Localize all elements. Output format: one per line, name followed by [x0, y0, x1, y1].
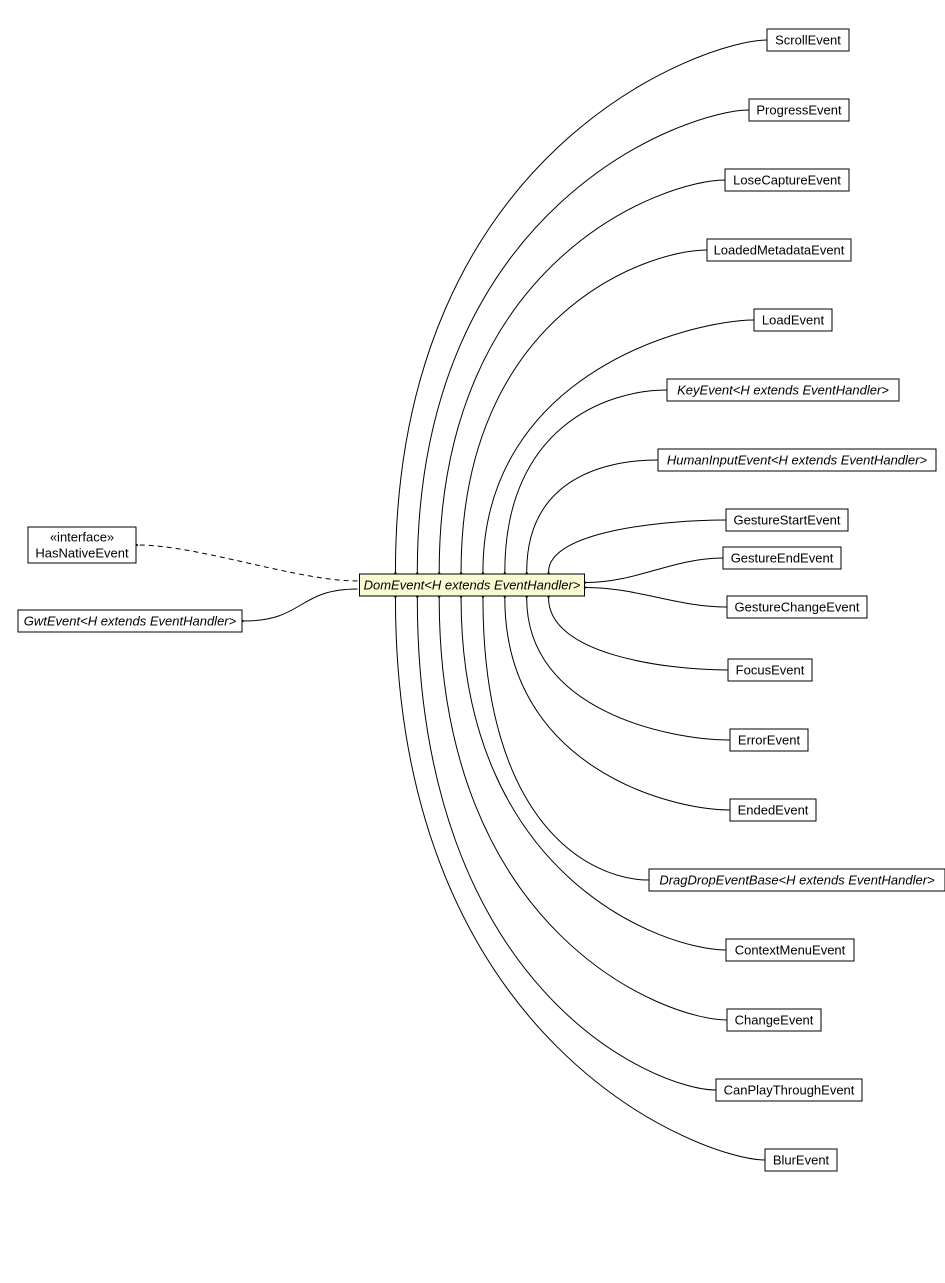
has-native-event-stereotype: «interface»: [50, 529, 114, 544]
gesture-change-event-label: GestureChangeEvent: [734, 599, 859, 614]
drag-drop-event-base-label: DragDropEventBase<H extends EventHandler…: [659, 872, 935, 887]
has-native-event[interactable]: «interface»HasNativeEvent: [28, 527, 136, 563]
scroll-event[interactable]: ScrollEvent: [767, 29, 849, 51]
gesture-end-event-edge: [587, 558, 724, 583]
has-native-event-label: HasNativeEvent: [35, 545, 129, 560]
drag-drop-event-base[interactable]: DragDropEventBase<H extends EventHandler…: [649, 869, 945, 891]
blur-event[interactable]: BlurEvent: [765, 1149, 837, 1171]
drag-drop-event-base-edge: [483, 598, 649, 880]
context-menu-event-label: ContextMenuEvent: [735, 942, 846, 957]
human-input-event-edge: [527, 460, 658, 572]
gesture-start-event-label: GestureStartEvent: [734, 512, 841, 527]
loaded-metadata-event-label: LoadedMetadataEvent: [714, 242, 845, 257]
progress-event-label: ProgressEvent: [756, 102, 842, 117]
lose-capture-event[interactable]: LoseCaptureEvent: [725, 169, 849, 191]
progress-event-edge: [417, 110, 749, 572]
human-input-event[interactable]: HumanInputEvent<H extends EventHandler>: [658, 449, 936, 471]
gwt-event-label: GwtEvent<H extends EventHandler>: [24, 613, 237, 628]
change-event-edge: [439, 598, 727, 1020]
progress-event[interactable]: ProgressEvent: [749, 99, 849, 121]
context-menu-event[interactable]: ContextMenuEvent: [726, 939, 854, 961]
human-input-event-label: HumanInputEvent<H extends EventHandler>: [667, 452, 928, 467]
focus-event-label: FocusEvent: [736, 662, 805, 677]
gesture-start-event-edge: [549, 520, 726, 572]
focus-event-edge: [549, 598, 728, 670]
gwt-event-edge: [244, 589, 358, 621]
error-event[interactable]: ErrorEvent: [730, 729, 808, 751]
gesture-end-event[interactable]: GestureEndEvent: [723, 547, 841, 569]
key-event[interactable]: KeyEvent<H extends EventHandler>: [667, 379, 899, 401]
can-play-through-event-label: CanPlayThroughEvent: [724, 1082, 855, 1097]
gwt-event[interactable]: GwtEvent<H extends EventHandler>: [18, 610, 242, 632]
scroll-event-label: ScrollEvent: [775, 32, 841, 47]
loaded-metadata-event[interactable]: LoadedMetadataEvent: [707, 239, 851, 261]
focus-event[interactable]: FocusEvent: [728, 659, 812, 681]
blur-event-label: BlurEvent: [773, 1152, 830, 1167]
context-menu-event-edge: [461, 598, 726, 950]
lose-capture-event-label: LoseCaptureEvent: [733, 172, 841, 187]
scroll-event-edge: [395, 40, 767, 572]
gesture-end-event-label: GestureEndEvent: [731, 550, 834, 565]
dom-event-label: DomEvent<H extends EventHandler>: [364, 577, 581, 592]
dom-event[interactable]: DomEvent<H extends EventHandler>: [360, 574, 585, 596]
change-event[interactable]: ChangeEvent: [727, 1009, 821, 1031]
error-event-label: ErrorEvent: [738, 732, 801, 747]
gesture-change-event-edge: [587, 588, 728, 608]
ended-event[interactable]: EndedEvent: [730, 799, 816, 821]
can-play-through-event-edge: [417, 598, 716, 1090]
gesture-change-event[interactable]: GestureChangeEvent: [727, 596, 867, 618]
loaded-metadata-event-edge: [461, 250, 707, 572]
change-event-label: ChangeEvent: [735, 1012, 814, 1027]
load-event[interactable]: LoadEvent: [754, 309, 832, 331]
has-native-event-edge: [138, 545, 358, 581]
load-event-label: LoadEvent: [762, 312, 825, 327]
ended-event-label: EndedEvent: [738, 802, 809, 817]
can-play-through-event[interactable]: CanPlayThroughEvent: [716, 1079, 862, 1101]
gesture-start-event[interactable]: GestureStartEvent: [726, 509, 848, 531]
ended-event-edge: [505, 598, 730, 810]
load-event-edge: [483, 320, 754, 572]
class-hierarchy-diagram: «interface»HasNativeEvent GwtEvent<H exte…: [0, 0, 945, 1283]
key-event-label: KeyEvent<H extends EventHandler>: [677, 382, 889, 397]
